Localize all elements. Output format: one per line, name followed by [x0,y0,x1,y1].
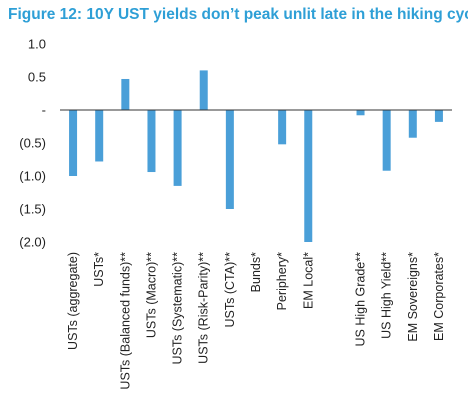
y-axis-ticks: 1.0 0.5 - (0.5) (1.0) (1.5) (2.0) [19,37,46,250]
category-label: EM Local* [301,252,315,309]
y-tick-label: (1.5) [19,202,46,217]
y-tick-label: (0.5) [19,136,46,151]
bar [356,110,365,116]
bar [121,78,130,110]
bar [278,110,287,145]
bar [147,110,156,173]
category-label: USTs (Systematic)** [171,252,185,365]
category-label: US High Grade** [354,252,368,347]
category-label: USTs (CTA)** [223,252,237,328]
y-tick-label: - [42,103,46,118]
y-tick-label: 0.5 [28,70,46,85]
category-label: Periphery* [275,252,289,310]
bars [69,70,443,242]
bar [434,110,443,122]
category-label: EM Corporates* [432,252,446,341]
category-label: Bunds* [249,252,263,292]
bar [382,110,391,171]
chart-title: Figure 12: 10Y UST yields don’t peak unl… [8,6,468,23]
category-label: USTs (Balanced funds)** [118,252,132,390]
bar [173,110,182,186]
bar [95,110,104,162]
bar [225,110,234,209]
category-labels: USTs (aggregate) USTs* USTs (Balanced fund… [66,252,446,390]
bar [199,70,208,110]
category-label: USTs (Risk-Parity)** [197,252,211,364]
bar [408,110,417,138]
category-label: USTs (Macro)** [144,252,158,338]
category-label: EM Sovereigns* [406,252,420,342]
category-label: US High Yield** [380,252,394,339]
y-tick-label: (2.0) [19,235,46,250]
bar [304,110,313,242]
bar [69,110,78,176]
category-label: USTs (aggregate) [66,252,80,350]
category-label: USTs* [92,252,106,287]
y-tick-label: 1.0 [28,37,46,52]
y-tick-label: (1.0) [19,169,46,184]
